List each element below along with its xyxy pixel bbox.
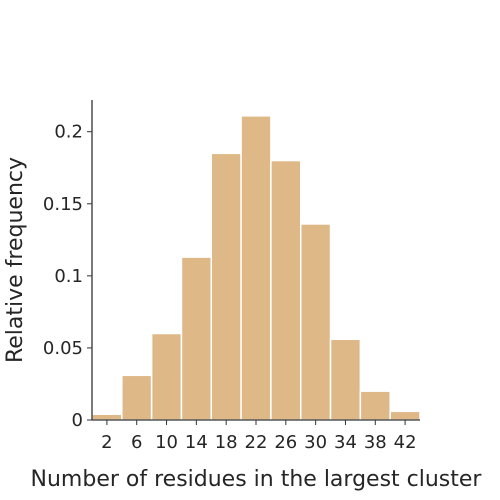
x-axis-ticks: 2 6 10 14 18 22 26 30 34 38 42 xyxy=(101,420,417,453)
y-tick-label: 0.15 xyxy=(43,194,83,215)
y-axis-ticks: 0 0.05 0.1 0.15 0.2 xyxy=(43,122,92,431)
y-tick-label: 0.05 xyxy=(43,338,83,359)
x-tick-label: 30 xyxy=(304,432,327,453)
histogram-bar xyxy=(91,413,123,421)
x-tick-label: 34 xyxy=(334,432,357,453)
x-tick-label: 26 xyxy=(274,432,297,453)
y-tick-label: 0 xyxy=(72,410,83,431)
y-tick-label: 0.2 xyxy=(54,122,83,143)
histogram-bars xyxy=(91,115,421,421)
histogram-bar xyxy=(329,338,362,421)
y-axis-title: Relative frequency xyxy=(3,157,28,363)
x-tick-label: 22 xyxy=(245,432,268,453)
x-tick-label: 6 xyxy=(131,432,142,453)
histogram-bar xyxy=(240,115,272,421)
x-tick-label: 14 xyxy=(185,432,208,453)
x-axis-title: Number of residues in the largest cluste… xyxy=(31,467,483,492)
histogram-bar xyxy=(299,223,332,421)
x-tick-label: 42 xyxy=(394,432,417,453)
x-tick-label: 18 xyxy=(215,432,238,453)
histogram-bar xyxy=(389,410,421,421)
histogram-bar xyxy=(359,390,391,421)
y-tick-label: 0.1 xyxy=(54,266,83,287)
histogram-bar xyxy=(121,374,153,421)
histogram-bar xyxy=(180,256,213,421)
histogram-bar xyxy=(210,152,242,421)
x-tick-label: 10 xyxy=(155,432,178,453)
histogram-bar xyxy=(270,159,302,421)
x-tick-label: 38 xyxy=(364,432,387,453)
x-tick-label: 2 xyxy=(101,432,112,453)
histogram-bar xyxy=(150,332,183,421)
